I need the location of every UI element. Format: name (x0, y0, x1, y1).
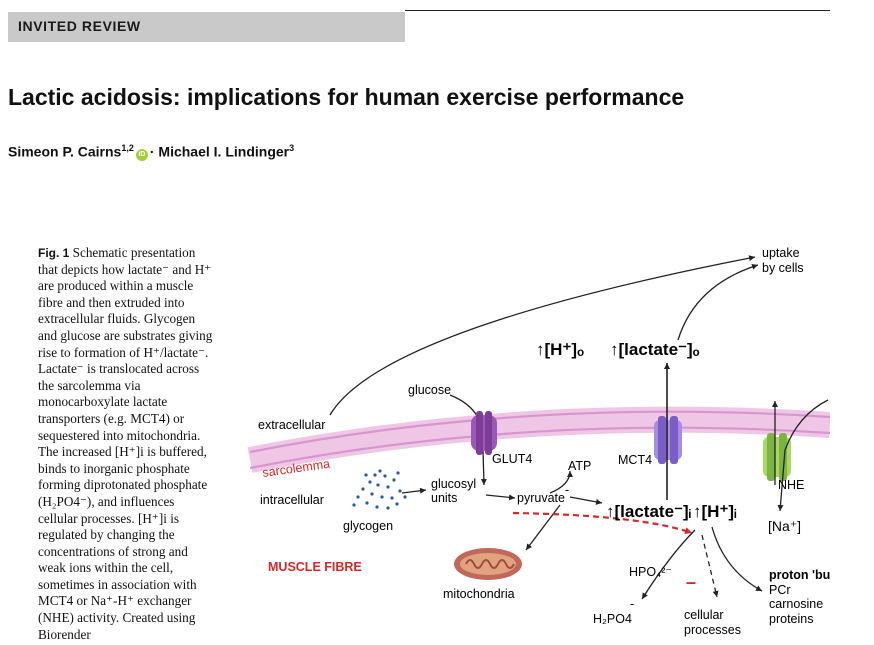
muscle-fibre-label: MUSCLE FIBRE (268, 560, 362, 574)
h-uptake-arrow (329, 255, 756, 416)
buffer-proteins: proteins (769, 612, 813, 626)
uptake-label-2: by cells (762, 261, 804, 275)
glucosyl-label: glucosyl (431, 477, 476, 491)
hpo4-h2po4-arrow (641, 529, 696, 600)
nhe-na-arrow (777, 399, 829, 512)
author-separator: · (149, 143, 155, 160)
glut4-transporter (471, 411, 497, 455)
cellular-processes-label-2: processes (684, 623, 741, 637)
cellular-processes-label: cellular (684, 608, 724, 622)
intracellular-label: intracellular (260, 493, 324, 507)
pyruvate-label: pyruvate (517, 491, 565, 505)
glucosyl-pyruvate-arrow (485, 494, 516, 501)
figure-caption: Fig. 1 Schematic presentation that depic… (38, 245, 216, 643)
pyruvate-lactate-arrow (569, 496, 603, 505)
atp-label: ATP (568, 459, 591, 473)
hpo4-label: HPO₄²⁻ (629, 565, 672, 579)
sodium-label: [Na⁺] (768, 518, 801, 534)
h2po4-label: H₂PO4 (593, 612, 632, 626)
membrane-outer-line (249, 410, 830, 454)
intracellular-h-label: ↑[H⁺]ᵢ (693, 502, 736, 521)
buffers-arrow (711, 526, 763, 592)
lactate-uptake-arrow (677, 263, 759, 341)
caption-text: Schematic presentation that depicts how … (38, 245, 213, 642)
extracellular-h-label: ↑[H⁺]ₒ (536, 340, 584, 359)
intracellular-lactate-label: ↑[lactate⁻]ᵢ (606, 502, 691, 521)
buffer-carnosine: carnosine (769, 597, 823, 611)
glycogen-granules (352, 469, 407, 510)
author-name[interactable]: Simeon P. Cairns (8, 143, 122, 160)
buffers-title: proton 'buffers' (769, 568, 830, 582)
article-type-banner: INVITED REVIEW (8, 12, 405, 42)
nhe-label: NHE (778, 478, 804, 492)
article-title: Lactic acidosis: implications for human … (8, 84, 685, 110)
author-name[interactable]: Michael I. Lindinger (158, 143, 290, 160)
glut4-label: GLUT4 (492, 452, 532, 466)
uptake-label: uptake (762, 246, 800, 260)
orcid-icon[interactable]: iD (135, 148, 148, 161)
cellular-processes-arrow (701, 534, 719, 598)
extracellular-lactate-label: ↑[lactate⁻]ₒ (610, 340, 700, 359)
article-type-label: INVITED REVIEW (18, 18, 141, 34)
author-list: Simeon P. Cairns1,2iD · Michael I. Lindin… (8, 143, 294, 161)
membrane-inner-line (249, 426, 830, 470)
h2po4-minus: - (630, 597, 634, 611)
glucose-label: glucose (408, 383, 451, 397)
mitochondrion (454, 548, 522, 580)
mitochondria-label: mitochondria (443, 587, 515, 601)
mct4-label: MCT4 (618, 453, 652, 467)
header-rule (405, 10, 830, 11)
extracellular-label: extracellular (258, 418, 325, 432)
nhe-transporter (763, 433, 791, 481)
glucosyl-label-2: units (431, 491, 457, 505)
glycogen-glucosyl-arrow (401, 487, 427, 494)
pyruvate-mitochondria-arrow (525, 504, 561, 551)
inhibition-sign: – (686, 572, 696, 592)
sarcolemma-membrane (247, 406, 830, 473)
figure-label: Fig. 1 (38, 246, 70, 260)
figure-diagram: uptake by cells ↑[H⁺]ₒ ↑[lactate⁻]ₒ gluc… (247, 246, 830, 637)
author-affiliation: 3 (289, 143, 295, 153)
buffer-pcr: PCr (769, 583, 791, 597)
author-affiliation: 1,2 (121, 143, 134, 153)
atp-arrow (549, 470, 573, 494)
mct4-transporter (654, 416, 682, 464)
pyruvate-minus: - (565, 483, 569, 497)
glycogen-label: glycogen (343, 519, 393, 533)
